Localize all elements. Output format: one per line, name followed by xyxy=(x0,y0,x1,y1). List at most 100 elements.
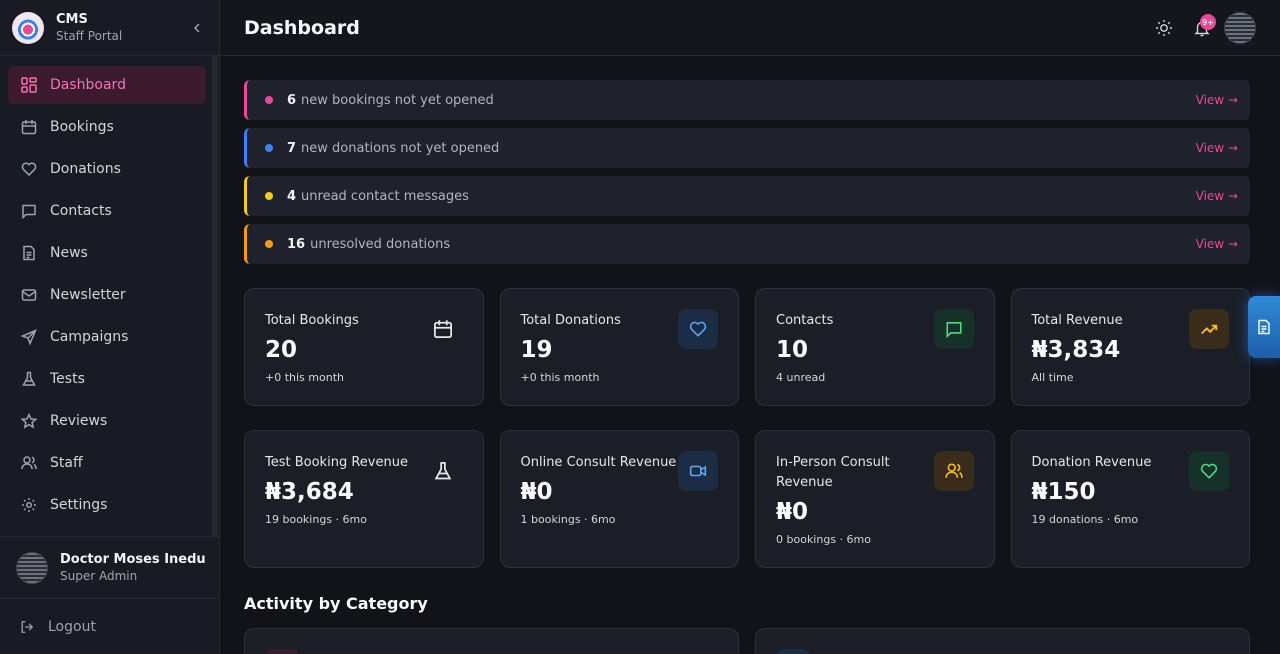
alert-unresolved-donations: 16 unresolved donations View → xyxy=(244,224,1250,264)
stat-value: ₦3,684 xyxy=(265,479,354,505)
stat-value: 10 xyxy=(776,337,809,363)
sidebar-item-settings[interactable]: Settings xyxy=(8,486,206,524)
message-icon xyxy=(933,309,974,349)
profile-menu-button[interactable] xyxy=(1224,12,1256,44)
stat-card-test-booking-revenue[interactable]: Test Booking Revenue ₦3,684 19 bookings … xyxy=(244,430,484,568)
sidebar-item-campaigns[interactable]: Campaigns xyxy=(8,318,206,356)
stat-label: Total Revenue xyxy=(1031,313,1123,328)
document-icon xyxy=(20,244,38,262)
calendar-icon xyxy=(423,309,463,349)
category-card[interactable] xyxy=(755,628,1250,654)
status-dot xyxy=(265,96,273,104)
stat-card-total-donations[interactable]: Total Donations 19 +0 this month xyxy=(499,288,739,406)
users-icon xyxy=(933,451,974,491)
stat-sub: +0 this month xyxy=(265,371,344,384)
sidebar-item-staff[interactable]: Staff xyxy=(8,444,206,482)
collapse-sidebar-button[interactable] xyxy=(187,18,207,38)
alert-new-bookings: 6 new bookings not yet opened View → xyxy=(244,80,1250,120)
category-card[interactable] xyxy=(244,628,739,654)
sidebar-item-label: Bookings xyxy=(50,119,114,135)
alert-unread-contacts: 4 unread contact messages View → xyxy=(244,176,1250,216)
user-name: Doctor Moses Inedu xyxy=(60,552,206,567)
document-icon xyxy=(1258,319,1270,335)
stat-card-total-bookings[interactable]: Total Bookings 20 +0 this month xyxy=(244,288,484,406)
sidebar-item-donations[interactable]: Donations xyxy=(8,150,206,188)
stat-label: Donation Revenue xyxy=(1031,455,1152,470)
stat-sub: All time xyxy=(1031,371,1074,384)
stat-sub: +0 this month xyxy=(520,371,600,384)
stat-label: In-Person Consult Revenue xyxy=(776,455,890,490)
flask-icon xyxy=(20,370,38,388)
sidebar: CMS Staff Portal Dashboard Bookings Dona… xyxy=(0,0,220,654)
sidebar-item-label: Contacts xyxy=(50,203,112,219)
notification-badge: 9+ xyxy=(1200,14,1216,30)
stat-sub: 19 bookings · 6mo xyxy=(265,513,367,526)
stat-card-contacts[interactable]: Contacts 10 4 unread xyxy=(755,288,995,406)
alert-text: unread contact messages xyxy=(301,188,469,204)
sidebar-item-label: Dashboard xyxy=(50,77,126,93)
sidebar-scrollbar[interactable] xyxy=(212,56,218,536)
sidebar-item-label: Settings xyxy=(50,497,108,513)
stat-label: Total Bookings xyxy=(265,313,359,328)
avatar xyxy=(16,551,48,584)
logout-label: Logout xyxy=(48,618,96,635)
send-icon xyxy=(20,328,38,346)
sidebar-item-label: Donations xyxy=(50,161,121,177)
stat-sub: 19 donations · 6mo xyxy=(1031,513,1139,526)
brand-title: CMS xyxy=(56,12,88,27)
message-icon xyxy=(20,202,38,220)
brand-subtitle: Staff Portal xyxy=(56,29,123,43)
user-profile[interactable]: Doctor Moses Inedu Super Admin xyxy=(0,536,219,598)
calendar-icon xyxy=(20,118,38,136)
alert-text: new bookings not yet opened xyxy=(301,92,494,108)
status-dot xyxy=(265,144,273,152)
category-icon xyxy=(776,649,810,654)
stat-card-donation-revenue[interactable]: Donation Revenue ₦150 19 donations · 6mo xyxy=(1010,430,1250,568)
stat-card-online-consult-revenue[interactable]: Online Consult Revenue ₦0 1 bookings · 6… xyxy=(499,430,739,568)
alert-text: unresolved donations xyxy=(310,236,451,252)
stat-card-in-person-consult-revenue[interactable]: In-Person Consult Revenue ₦0 0 bookings … xyxy=(755,430,995,568)
sidebar-nav: Dashboard Bookings Donations Contacts Ne… xyxy=(8,66,206,528)
sidebar-item-newsletter[interactable]: Newsletter xyxy=(8,276,206,314)
sidebar-item-dashboard[interactable]: Dashboard xyxy=(8,66,206,104)
theme-toggle-button[interactable] xyxy=(1148,12,1180,44)
chevron-left-icon xyxy=(193,22,200,33)
view-link[interactable]: View → xyxy=(1195,93,1238,107)
mail-icon xyxy=(20,286,38,304)
avatar xyxy=(1224,12,1256,44)
brand-header: CMS Staff Portal xyxy=(0,0,219,56)
stat-sub: 4 unread xyxy=(776,371,826,384)
logout-icon xyxy=(20,620,34,634)
stat-value: 20 xyxy=(265,337,298,363)
user-role: Super Admin xyxy=(60,569,138,583)
main-content: 6 new bookings not yet opened View → 7 n… xyxy=(244,80,1250,654)
stat-value: 19 xyxy=(520,337,553,363)
category-cards xyxy=(244,628,1250,654)
alert-count: 16 xyxy=(287,236,306,252)
stat-sub: 1 bookings · 6mo xyxy=(520,513,616,526)
stat-value: ₦3,834 xyxy=(1031,337,1121,363)
view-link[interactable]: View → xyxy=(1195,141,1238,155)
star-icon xyxy=(20,412,38,430)
sidebar-item-label: Newsletter xyxy=(50,287,126,303)
view-link[interactable]: View → xyxy=(1195,189,1238,203)
sidebar-item-tests[interactable]: Tests xyxy=(8,360,206,398)
floating-document-button[interactable] xyxy=(1248,296,1280,358)
logout-button[interactable]: Logout xyxy=(0,598,219,654)
trending-up-icon xyxy=(1189,309,1229,349)
sidebar-item-label: News xyxy=(50,245,88,261)
stats-row-2: Test Booking Revenue ₦3,684 19 bookings … xyxy=(244,430,1250,568)
sidebar-item-contacts[interactable]: Contacts xyxy=(8,192,206,230)
sidebar-item-news[interactable]: News xyxy=(8,234,206,272)
notifications-button[interactable]: 9+ xyxy=(1186,12,1218,44)
view-link[interactable]: View → xyxy=(1195,237,1238,251)
alert-new-donations: 7 new donations not yet opened View → xyxy=(244,128,1250,168)
stat-card-total-revenue[interactable]: Total Revenue ₦3,834 All time xyxy=(1010,288,1250,406)
sidebar-item-bookings[interactable]: Bookings xyxy=(8,108,206,146)
gear-icon xyxy=(20,496,38,514)
sidebar-item-reviews[interactable]: Reviews xyxy=(8,402,206,440)
alert-count: 6 xyxy=(287,92,297,108)
stat-label: Total Donations xyxy=(520,313,621,328)
section-title: Activity by Category xyxy=(244,594,428,613)
flask-icon xyxy=(423,451,463,491)
